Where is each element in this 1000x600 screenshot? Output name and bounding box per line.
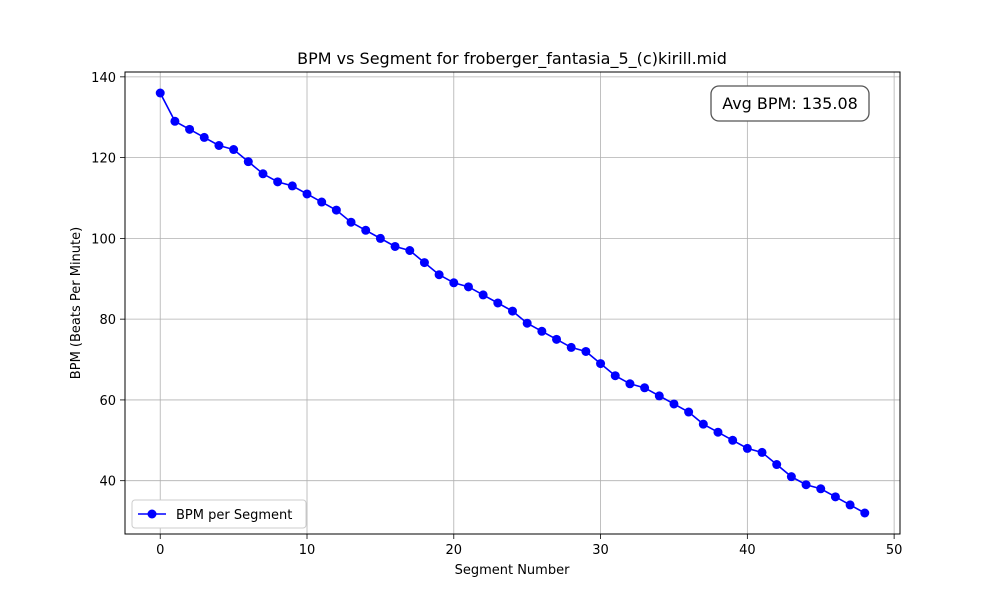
annotation-text: Avg BPM: 135.08 xyxy=(722,94,858,113)
data-point xyxy=(610,371,620,381)
y-tick-label: 80 xyxy=(99,313,116,328)
data-point xyxy=(508,306,517,316)
x-tick-label: 50 xyxy=(886,543,903,558)
chart-title: BPM vs Segment for froberger_fantasia_5_… xyxy=(297,49,727,69)
x-tick-label: 10 xyxy=(299,543,316,558)
series-layer xyxy=(155,88,870,518)
data-point xyxy=(801,480,811,490)
avg-bpm-annotation: Avg BPM: 135.08 xyxy=(710,85,870,122)
data-point xyxy=(581,346,591,356)
data-point xyxy=(390,241,400,251)
data-point xyxy=(596,359,606,369)
data-point xyxy=(669,399,679,409)
data-point xyxy=(361,225,371,235)
data-point xyxy=(170,116,180,126)
x-tick-label: 0 xyxy=(156,543,164,558)
data-point xyxy=(684,407,694,417)
data-point xyxy=(816,484,826,494)
x-tick-label: 20 xyxy=(446,543,463,558)
data-point xyxy=(258,169,268,179)
data-point xyxy=(860,508,870,518)
data-point xyxy=(845,500,855,510)
data-point xyxy=(654,391,664,401)
y-axis-label: BPM (Beats Per Minute) xyxy=(69,227,84,379)
data-point xyxy=(522,318,532,328)
data-point xyxy=(698,419,708,429)
y-tick-label: 40 xyxy=(99,475,116,490)
data-point xyxy=(185,124,195,134)
data-point xyxy=(214,141,224,150)
data-point xyxy=(346,217,356,227)
data-point xyxy=(640,383,650,393)
data-point xyxy=(757,447,767,457)
data-point xyxy=(273,177,283,187)
data-point xyxy=(317,197,327,207)
x-axis: 0 10 20 30 40 50 xyxy=(156,534,902,558)
data-point xyxy=(552,334,562,344)
data-point xyxy=(566,342,576,352)
data-point xyxy=(449,278,459,288)
plot-frame xyxy=(124,71,901,535)
data-point xyxy=(229,145,239,155)
annotation-box xyxy=(710,85,870,122)
data-point xyxy=(155,88,165,98)
legend-label: BPM per Segment xyxy=(176,508,292,523)
x-tick-label: 30 xyxy=(592,543,609,558)
y-tick-label: 120 xyxy=(91,152,116,167)
data-point xyxy=(331,205,341,215)
x-tick-label: 40 xyxy=(739,543,756,558)
data-point xyxy=(772,460,782,470)
data-point xyxy=(463,282,473,292)
data-point xyxy=(625,379,635,389)
data-point xyxy=(405,246,415,255)
data-point xyxy=(375,233,385,243)
data-point xyxy=(243,157,253,167)
data-point xyxy=(419,258,429,268)
data-point xyxy=(302,189,312,199)
data-point xyxy=(742,443,752,453)
data-point xyxy=(434,270,444,280)
legend-box xyxy=(131,499,307,529)
y-tick-label: 100 xyxy=(91,232,116,247)
data-point xyxy=(786,472,796,482)
y-axis: 40 60 80 100 120 140 xyxy=(91,71,125,490)
y-tick-label: 60 xyxy=(99,394,116,409)
data-point xyxy=(537,326,547,336)
y-tick-label: 140 xyxy=(91,71,116,86)
data-point xyxy=(830,492,840,502)
data-point xyxy=(478,290,488,300)
grid-lines xyxy=(125,72,900,534)
data-point xyxy=(728,435,738,445)
data-point xyxy=(199,132,209,142)
data-point xyxy=(713,427,723,437)
data-point xyxy=(493,298,503,308)
x-axis-label: Segment Number xyxy=(455,563,571,578)
legend: BPM per Segment xyxy=(131,499,307,529)
legend-marker-swatch xyxy=(147,509,157,519)
data-point xyxy=(287,181,297,191)
